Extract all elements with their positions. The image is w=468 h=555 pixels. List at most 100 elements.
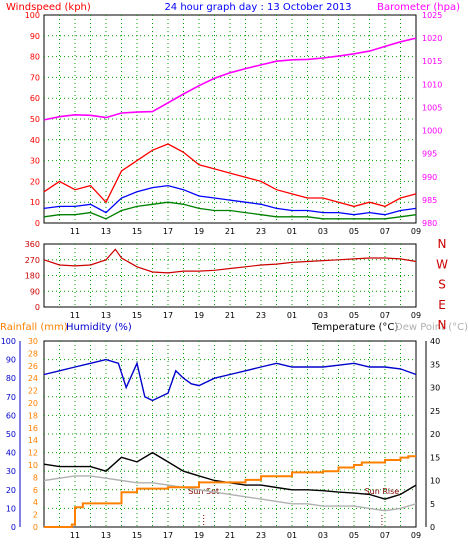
rain-temp-chart-hour-tick: 09 xyxy=(411,531,421,540)
rain-temp-chart-hour-tick: 17 xyxy=(163,531,173,540)
windspeed-tick: 50 xyxy=(30,115,40,124)
compass-label-n: N xyxy=(438,237,447,251)
rainfall-tick: 20 xyxy=(28,399,38,408)
temperature-axis-label: Temperature (°C) xyxy=(311,322,398,333)
windspeed-line xyxy=(43,143,417,208)
temperature-tick: 5 xyxy=(430,500,435,509)
rain-temp-chart-hour-tick: 03 xyxy=(318,531,328,540)
wind-chart-hour-tick: 01 xyxy=(287,227,297,236)
rain-temp-chart-hour-tick: 15 xyxy=(132,531,142,540)
temperature-tick: 15 xyxy=(430,453,440,462)
compass-label-w: W xyxy=(436,257,448,271)
rainfall-tick: 16 xyxy=(28,424,38,433)
direction-chart-hour-tick: 19 xyxy=(194,311,204,320)
rain-temp-chart-hour-tick: 07 xyxy=(380,531,390,540)
humidity-tick: 100 xyxy=(1,337,16,346)
wind-chart-hour-tick: 19 xyxy=(194,227,204,236)
windspeed-tick: 0 xyxy=(35,219,40,228)
humidity-tick: 30 xyxy=(6,467,16,476)
windspeed-avg-line xyxy=(43,184,417,216)
rainfall-tick: 6 xyxy=(33,486,38,495)
rainfall-tick: 30 xyxy=(28,337,38,346)
rain-temp-chart-hour-tick: 13 xyxy=(101,531,111,540)
barometer-axis-label: Barometer (hpa) xyxy=(377,2,460,13)
wind-chart-hour-tick: 07 xyxy=(380,227,390,236)
rainfall-tick: 14 xyxy=(28,436,38,445)
windspeed-tick: 80 xyxy=(30,53,40,62)
direction-tick: 360 xyxy=(25,240,40,249)
direction-tick: 90 xyxy=(30,287,40,296)
graph-title: 24 hour graph day : 13 October 2013 xyxy=(164,2,351,13)
rainfall-axis-label: Rainfall (mm) xyxy=(0,322,68,333)
direction-chart-hour-tick: 05 xyxy=(349,311,359,320)
windspeed-tick: 100 xyxy=(25,11,40,20)
sun-annotation-label: Sun Rise xyxy=(365,487,400,496)
barometer-tick: 995 xyxy=(422,150,437,159)
rainfall-tick: 10 xyxy=(28,461,38,470)
rainfall-tick: 24 xyxy=(28,374,38,383)
barometer-tick: 1025 xyxy=(422,11,442,20)
barometer-tick: 1000 xyxy=(422,127,442,136)
wind-chart-hour-tick: 11 xyxy=(70,227,80,236)
sun-annotation-label: Sun Set xyxy=(188,487,219,496)
windspeed-tick: 30 xyxy=(30,157,40,166)
wind-chart-hour-tick: 13 xyxy=(101,227,111,236)
direction-chart-hour-tick: 03 xyxy=(318,311,328,320)
humidity-tick: 50 xyxy=(6,430,16,439)
rain-temp-chart-hour-tick: 11 xyxy=(70,531,80,540)
rain-temp-chart-hour-tick: 05 xyxy=(349,531,359,540)
windspeed-tick: 10 xyxy=(30,198,40,207)
humidity-tick: 60 xyxy=(6,411,16,420)
rainfall-line xyxy=(44,455,416,528)
rain-temp-chart-hour-tick: 23 xyxy=(256,531,266,540)
wind-chart-hour-tick: 05 xyxy=(349,227,359,236)
wind-chart-hour-tick: 23 xyxy=(256,227,266,236)
barometer-tick: 1015 xyxy=(422,57,442,66)
direction-chart-hour-tick: 15 xyxy=(132,311,142,320)
humidity-tick: 70 xyxy=(6,393,16,402)
humidity-tick: 20 xyxy=(6,486,16,495)
windspeed-tick: 20 xyxy=(30,177,40,186)
direction-chart-hour-tick: 21 xyxy=(225,311,235,320)
barometer-tick: 1020 xyxy=(422,34,442,43)
rainfall-tick: 28 xyxy=(28,349,38,358)
rainfall-tick: 12 xyxy=(28,449,38,458)
humidity-tick: 0 xyxy=(11,523,16,532)
compass-label-e: E xyxy=(438,298,446,312)
direction-tick: 270 xyxy=(25,256,40,265)
direction-tick: 0 xyxy=(35,303,40,312)
humidity-line xyxy=(43,358,417,402)
humidity-axis-label: Humidity (%) xyxy=(66,322,132,333)
rainfall-tick: 2 xyxy=(33,511,38,520)
barometer-tick: 1005 xyxy=(422,103,442,112)
rainfall-tick: 0 xyxy=(33,523,38,532)
rain-temp-chart-hour-tick: 21 xyxy=(225,531,235,540)
wind-direction-line xyxy=(43,248,417,274)
barometer-tick: 980 xyxy=(422,219,437,228)
direction-chart-hour-tick: 23 xyxy=(256,311,266,320)
wind-chart-hour-tick: 09 xyxy=(411,227,421,236)
rainfall-tick: 18 xyxy=(28,411,38,420)
temperature-tick: 25 xyxy=(430,407,440,416)
barometer-tick: 985 xyxy=(422,196,437,205)
temperature-tick: 35 xyxy=(430,360,440,369)
temperature-tick: 20 xyxy=(430,430,440,439)
direction-chart-hour-tick: 11 xyxy=(70,311,80,320)
compass-label-s: S xyxy=(438,278,446,292)
wind-chart-hour-tick: 21 xyxy=(225,227,235,236)
windspeed-tick: 60 xyxy=(30,94,40,103)
humidity-tick: 40 xyxy=(6,449,16,458)
rainfall-tick: 26 xyxy=(28,362,38,371)
wind-chart-hour-tick: 03 xyxy=(318,227,328,236)
dew-point-axis-label: Dew Point (°C) xyxy=(395,322,468,333)
direction-chart-hour-tick: 13 xyxy=(101,311,111,320)
direction-chart-hour-tick: 17 xyxy=(163,311,173,320)
direction-chart-hour-tick: 01 xyxy=(287,311,297,320)
rainfall-tick: 4 xyxy=(33,498,38,507)
direction-chart-hour-tick: 07 xyxy=(380,311,390,320)
direction-tick: 180 xyxy=(25,272,40,281)
windspeed-axis-label: Windspeed (kph) xyxy=(6,2,91,13)
rainfall-tick: 8 xyxy=(33,473,38,482)
